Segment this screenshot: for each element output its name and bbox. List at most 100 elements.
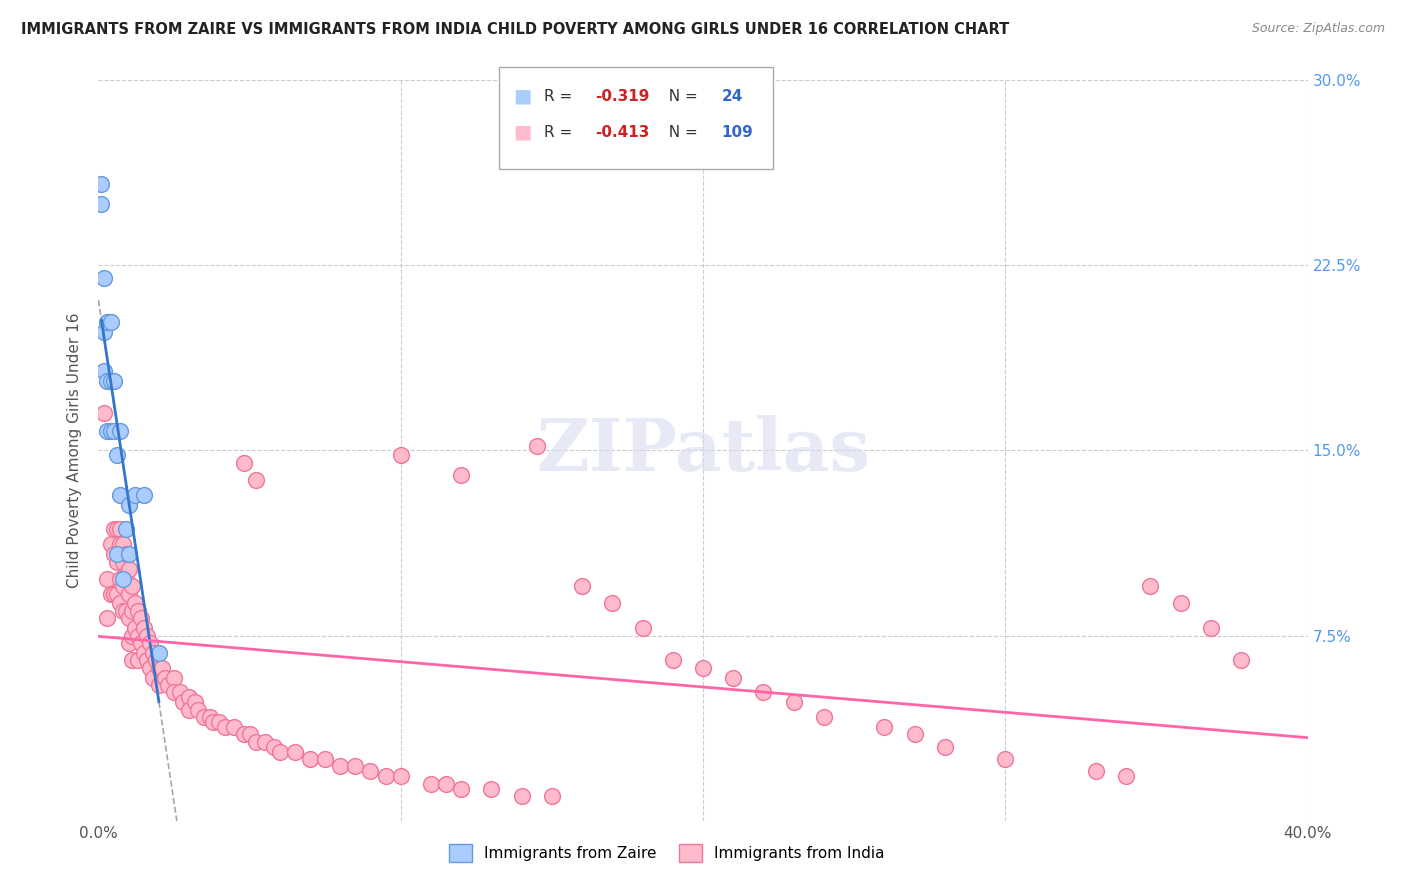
Point	[752, 685, 775, 699]
Point	[96, 375, 118, 389]
Point	[121, 604, 143, 618]
Point	[118, 562, 141, 576]
Point	[299, 752, 322, 766]
Point	[121, 579, 143, 593]
Text: 109: 109	[721, 125, 754, 139]
Point	[232, 456, 254, 470]
Text: IMMIGRANTS FROM ZAIRE VS IMMIGRANTS FROM INDIA CHILD POVERTY AMONG GIRLS UNDER 1: IMMIGRANTS FROM ZAIRE VS IMMIGRANTS FROM…	[21, 22, 1010, 37]
Point	[124, 488, 146, 502]
Point	[434, 776, 457, 791]
Point	[450, 781, 472, 796]
Point	[145, 653, 167, 667]
Point	[1170, 597, 1192, 611]
Point	[114, 572, 136, 586]
Point	[994, 752, 1017, 766]
Text: ZIPatlas: ZIPatlas	[536, 415, 870, 486]
Point	[129, 611, 152, 625]
Point	[121, 653, 143, 667]
Text: R =: R =	[544, 89, 578, 103]
Point	[127, 628, 149, 642]
Point	[100, 424, 122, 438]
Point	[245, 734, 267, 748]
Point	[103, 375, 125, 389]
Point	[1115, 769, 1137, 783]
Point	[105, 555, 128, 569]
Y-axis label: Child Poverty Among Girls Under 16: Child Poverty Among Girls Under 16	[67, 313, 83, 588]
Point	[571, 579, 593, 593]
Text: Source: ZipAtlas.com: Source: ZipAtlas.com	[1251, 22, 1385, 36]
Point	[108, 424, 131, 438]
Point	[90, 177, 112, 191]
Point	[118, 498, 141, 512]
Point	[111, 579, 134, 593]
Point	[96, 611, 118, 625]
Point	[96, 424, 118, 438]
Point	[132, 646, 155, 660]
Point	[224, 720, 246, 734]
Point	[100, 315, 122, 329]
Point	[118, 547, 141, 561]
Point	[179, 703, 201, 717]
Text: -0.413: -0.413	[595, 125, 650, 139]
Point	[132, 621, 155, 635]
Point	[163, 685, 186, 699]
Point	[389, 449, 412, 463]
Point	[314, 752, 336, 766]
Point	[142, 646, 165, 660]
Point	[93, 325, 115, 339]
Point	[132, 488, 155, 502]
Point	[540, 789, 562, 803]
Point	[114, 604, 136, 618]
Text: N =: N =	[659, 125, 703, 139]
Point	[450, 468, 472, 483]
Point	[100, 586, 122, 600]
Point	[114, 547, 136, 561]
Point	[153, 671, 176, 685]
Point	[111, 555, 134, 569]
Point	[108, 597, 131, 611]
Point	[420, 776, 443, 791]
Point	[103, 586, 125, 600]
Point	[105, 449, 128, 463]
Point	[692, 660, 714, 674]
Point	[150, 660, 173, 674]
Point	[389, 769, 412, 783]
Point	[105, 547, 128, 561]
Point	[723, 671, 745, 685]
Point	[118, 611, 141, 625]
Point	[208, 714, 231, 729]
Point	[172, 695, 194, 709]
Point	[96, 572, 118, 586]
Point	[526, 438, 548, 452]
Point	[105, 523, 128, 537]
Point	[135, 653, 157, 667]
Point	[93, 270, 115, 285]
Point	[184, 695, 207, 709]
Point	[105, 586, 128, 600]
Point	[187, 703, 209, 717]
Text: ■: ■	[513, 87, 531, 106]
Point	[1230, 653, 1253, 667]
Text: -0.319: -0.319	[595, 89, 650, 103]
Point	[139, 660, 162, 674]
Text: 24: 24	[721, 89, 742, 103]
Point	[108, 523, 131, 537]
Point	[148, 646, 170, 660]
Point	[121, 628, 143, 642]
Point	[108, 537, 131, 551]
Point	[156, 678, 179, 692]
Point	[148, 678, 170, 692]
Point	[108, 488, 131, 502]
Point	[193, 710, 215, 724]
Point	[284, 745, 307, 759]
Point	[245, 473, 267, 487]
Point	[163, 671, 186, 685]
Point	[934, 739, 956, 754]
Point	[329, 759, 352, 773]
Point	[232, 727, 254, 741]
Point	[813, 710, 835, 724]
Point	[129, 636, 152, 650]
Point	[904, 727, 927, 741]
Point	[661, 653, 683, 667]
Point	[873, 720, 896, 734]
